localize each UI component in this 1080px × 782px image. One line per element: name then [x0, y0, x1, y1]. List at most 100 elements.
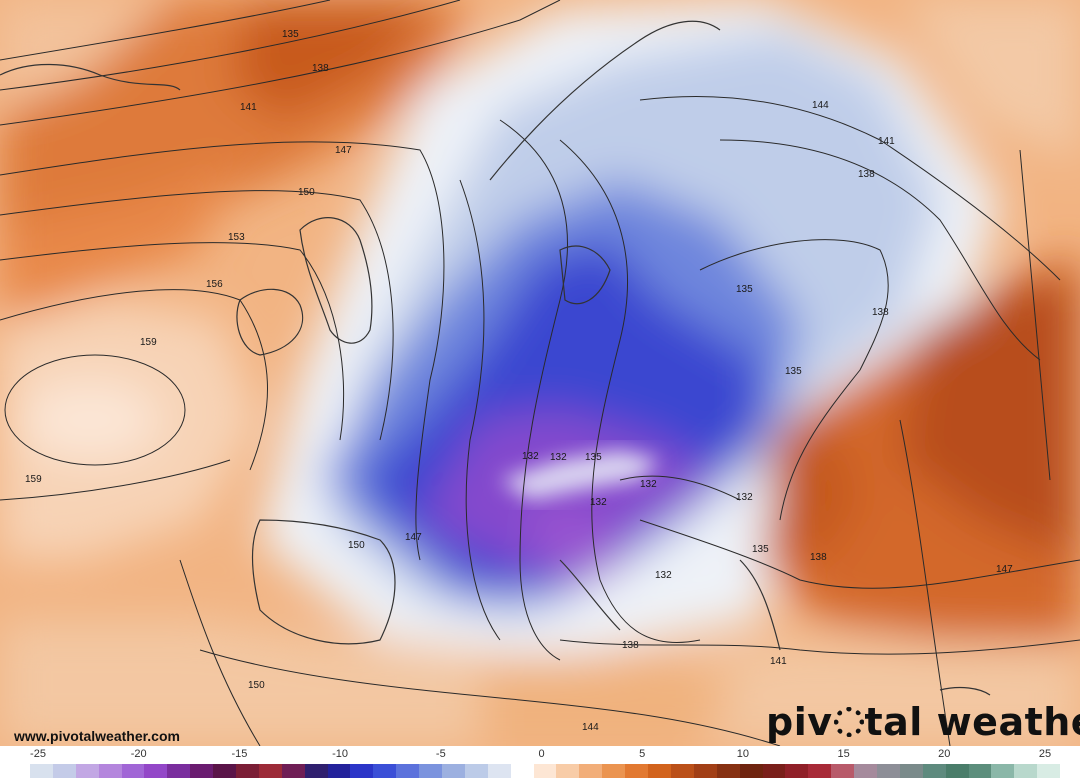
contour-labels: 135 138 141 147 150 153 156 159 159 144 … — [25, 29, 1013, 733]
contour-label: 147 — [996, 564, 1013, 575]
colorbar-tick-label: 5 — [639, 748, 646, 760]
contour-label: 138 — [872, 307, 889, 318]
contour-label: 159 — [25, 474, 42, 485]
contour-label: 153 — [228, 232, 245, 243]
contour-label: 132 — [590, 497, 607, 508]
colorbar-swatch — [625, 764, 649, 778]
contour-label: 150 — [298, 187, 315, 198]
contour-label: 132 — [736, 492, 753, 503]
colorbar-swatch — [1014, 764, 1038, 778]
contour-label: 141 — [770, 656, 787, 667]
colorbar-swatch — [487, 764, 511, 778]
brand-logo: piv tal weather — [766, 700, 1080, 744]
colorbar-tick-label: -5 — [435, 748, 446, 760]
contour-label: 144 — [812, 100, 829, 111]
colorbar-swatch — [396, 764, 420, 778]
colorbar-tick-label: -15 — [231, 748, 248, 760]
colorbar-swatch — [762, 764, 786, 778]
colorbar-swatch — [854, 764, 877, 778]
colorbar-swatch — [144, 764, 168, 778]
website-url[interactable]: www.pivotalweather.com — [14, 728, 180, 744]
contour-label: 141 — [878, 136, 895, 147]
colorbar-swatch — [876, 764, 900, 778]
contour-label: 135 — [736, 284, 753, 295]
contour-label: 147 — [335, 145, 352, 156]
contour-label: 147 — [405, 532, 422, 543]
alpine-region — [500, 450, 660, 500]
colorbar-swatch — [75, 764, 99, 778]
colorbar-swatch — [670, 764, 694, 778]
coastlines — [0, 20, 991, 696]
contour-label: 138 — [312, 63, 329, 74]
contour-label: 132 — [655, 570, 672, 581]
contour-label: 135 — [585, 452, 602, 463]
contour-label: 135 — [752, 544, 769, 555]
colorbar-swatch — [373, 764, 397, 778]
colorbar-tick-label: 0 — [538, 748, 545, 760]
colorbar-tick-label: 20 — [938, 748, 951, 760]
colorbar-tick-label: 10 — [736, 748, 750, 760]
colorbar-swatch — [327, 764, 351, 778]
colorbar-swatch — [30, 764, 53, 778]
colorbar-swatch — [808, 764, 832, 778]
colorbar-swatch — [98, 764, 122, 778]
colorbar-swatch — [739, 764, 763, 778]
contour-label: 141 — [240, 102, 257, 113]
colorbar-swatch — [442, 764, 465, 778]
colorbar-swatch — [419, 764, 443, 778]
colorbar-tick-label: -10 — [332, 748, 349, 760]
colorbar-tick-label: -20 — [130, 748, 147, 760]
colorbar-swatch — [350, 764, 374, 778]
temperature-field — [0, 0, 1080, 746]
colorbar-swatch — [648, 764, 671, 778]
colorbar-swatch — [281, 764, 305, 778]
colorbar-swatch — [258, 764, 282, 778]
colorbar-swatch — [991, 764, 1015, 778]
colorbar-tick-label: 15 — [837, 748, 850, 760]
colorbar-swatch — [52, 764, 76, 778]
colorbar-tick-label: 25 — [1038, 748, 1052, 760]
gear-icon — [833, 707, 864, 737]
contour-label: 156 — [206, 279, 223, 290]
contour-label: 144 — [582, 722, 599, 733]
contour-label: 135 — [785, 366, 802, 377]
contour-label: 135 — [282, 29, 299, 40]
colorbar-swatch — [968, 764, 992, 778]
colorbar-swatch — [716, 764, 740, 778]
temperature-colorbar — [30, 764, 1061, 778]
colorbar-swatch — [121, 764, 145, 778]
colorbar-swatch — [236, 764, 259, 778]
colorbar-swatch — [831, 764, 855, 778]
colorbar-tick-label: -25 — [30, 748, 46, 760]
brand-logo-text-start: piv — [766, 700, 833, 744]
contour-label: 150 — [248, 680, 265, 691]
contour-label: 150 — [348, 540, 365, 551]
colorbar-swatch — [556, 764, 580, 778]
colorbar-swatch — [304, 764, 328, 778]
colorbar-swatch — [945, 764, 969, 778]
colorbar-swatch — [190, 764, 214, 778]
contour-label: 132 — [640, 479, 657, 490]
colorbar-swatch — [693, 764, 717, 778]
colorbar-tick-labels: -25 -20 -15 -10 -5 0 5 10 15 20 25 — [0, 748, 1080, 764]
colorbar-swatch — [167, 764, 191, 778]
contour-label: 159 — [140, 337, 157, 348]
contour-label: 132 — [550, 452, 567, 463]
colorbar-swatch — [213, 764, 237, 778]
colorbar-swatch — [510, 764, 534, 778]
temperature-map: 135 138 141 147 150 153 156 159 159 144 … — [0, 0, 1080, 746]
colorbar-swatch — [602, 764, 626, 778]
colorbar-swatch — [922, 764, 946, 778]
colorbar-swatch — [785, 764, 809, 778]
contour-label: 138 — [622, 640, 639, 651]
brand-logo-text-end: tal weather — [864, 700, 1080, 744]
colorbar-swatch — [899, 764, 923, 778]
colorbar-swatch — [533, 764, 557, 778]
height-contours — [0, 0, 1080, 746]
contour-label: 138 — [858, 169, 875, 180]
colorbar-swatch — [579, 764, 603, 778]
contour-label: 138 — [810, 552, 827, 563]
contour-label: 132 — [522, 451, 539, 462]
colorbar-swatch — [464, 764, 488, 778]
colorbar-swatch — [1037, 764, 1061, 778]
